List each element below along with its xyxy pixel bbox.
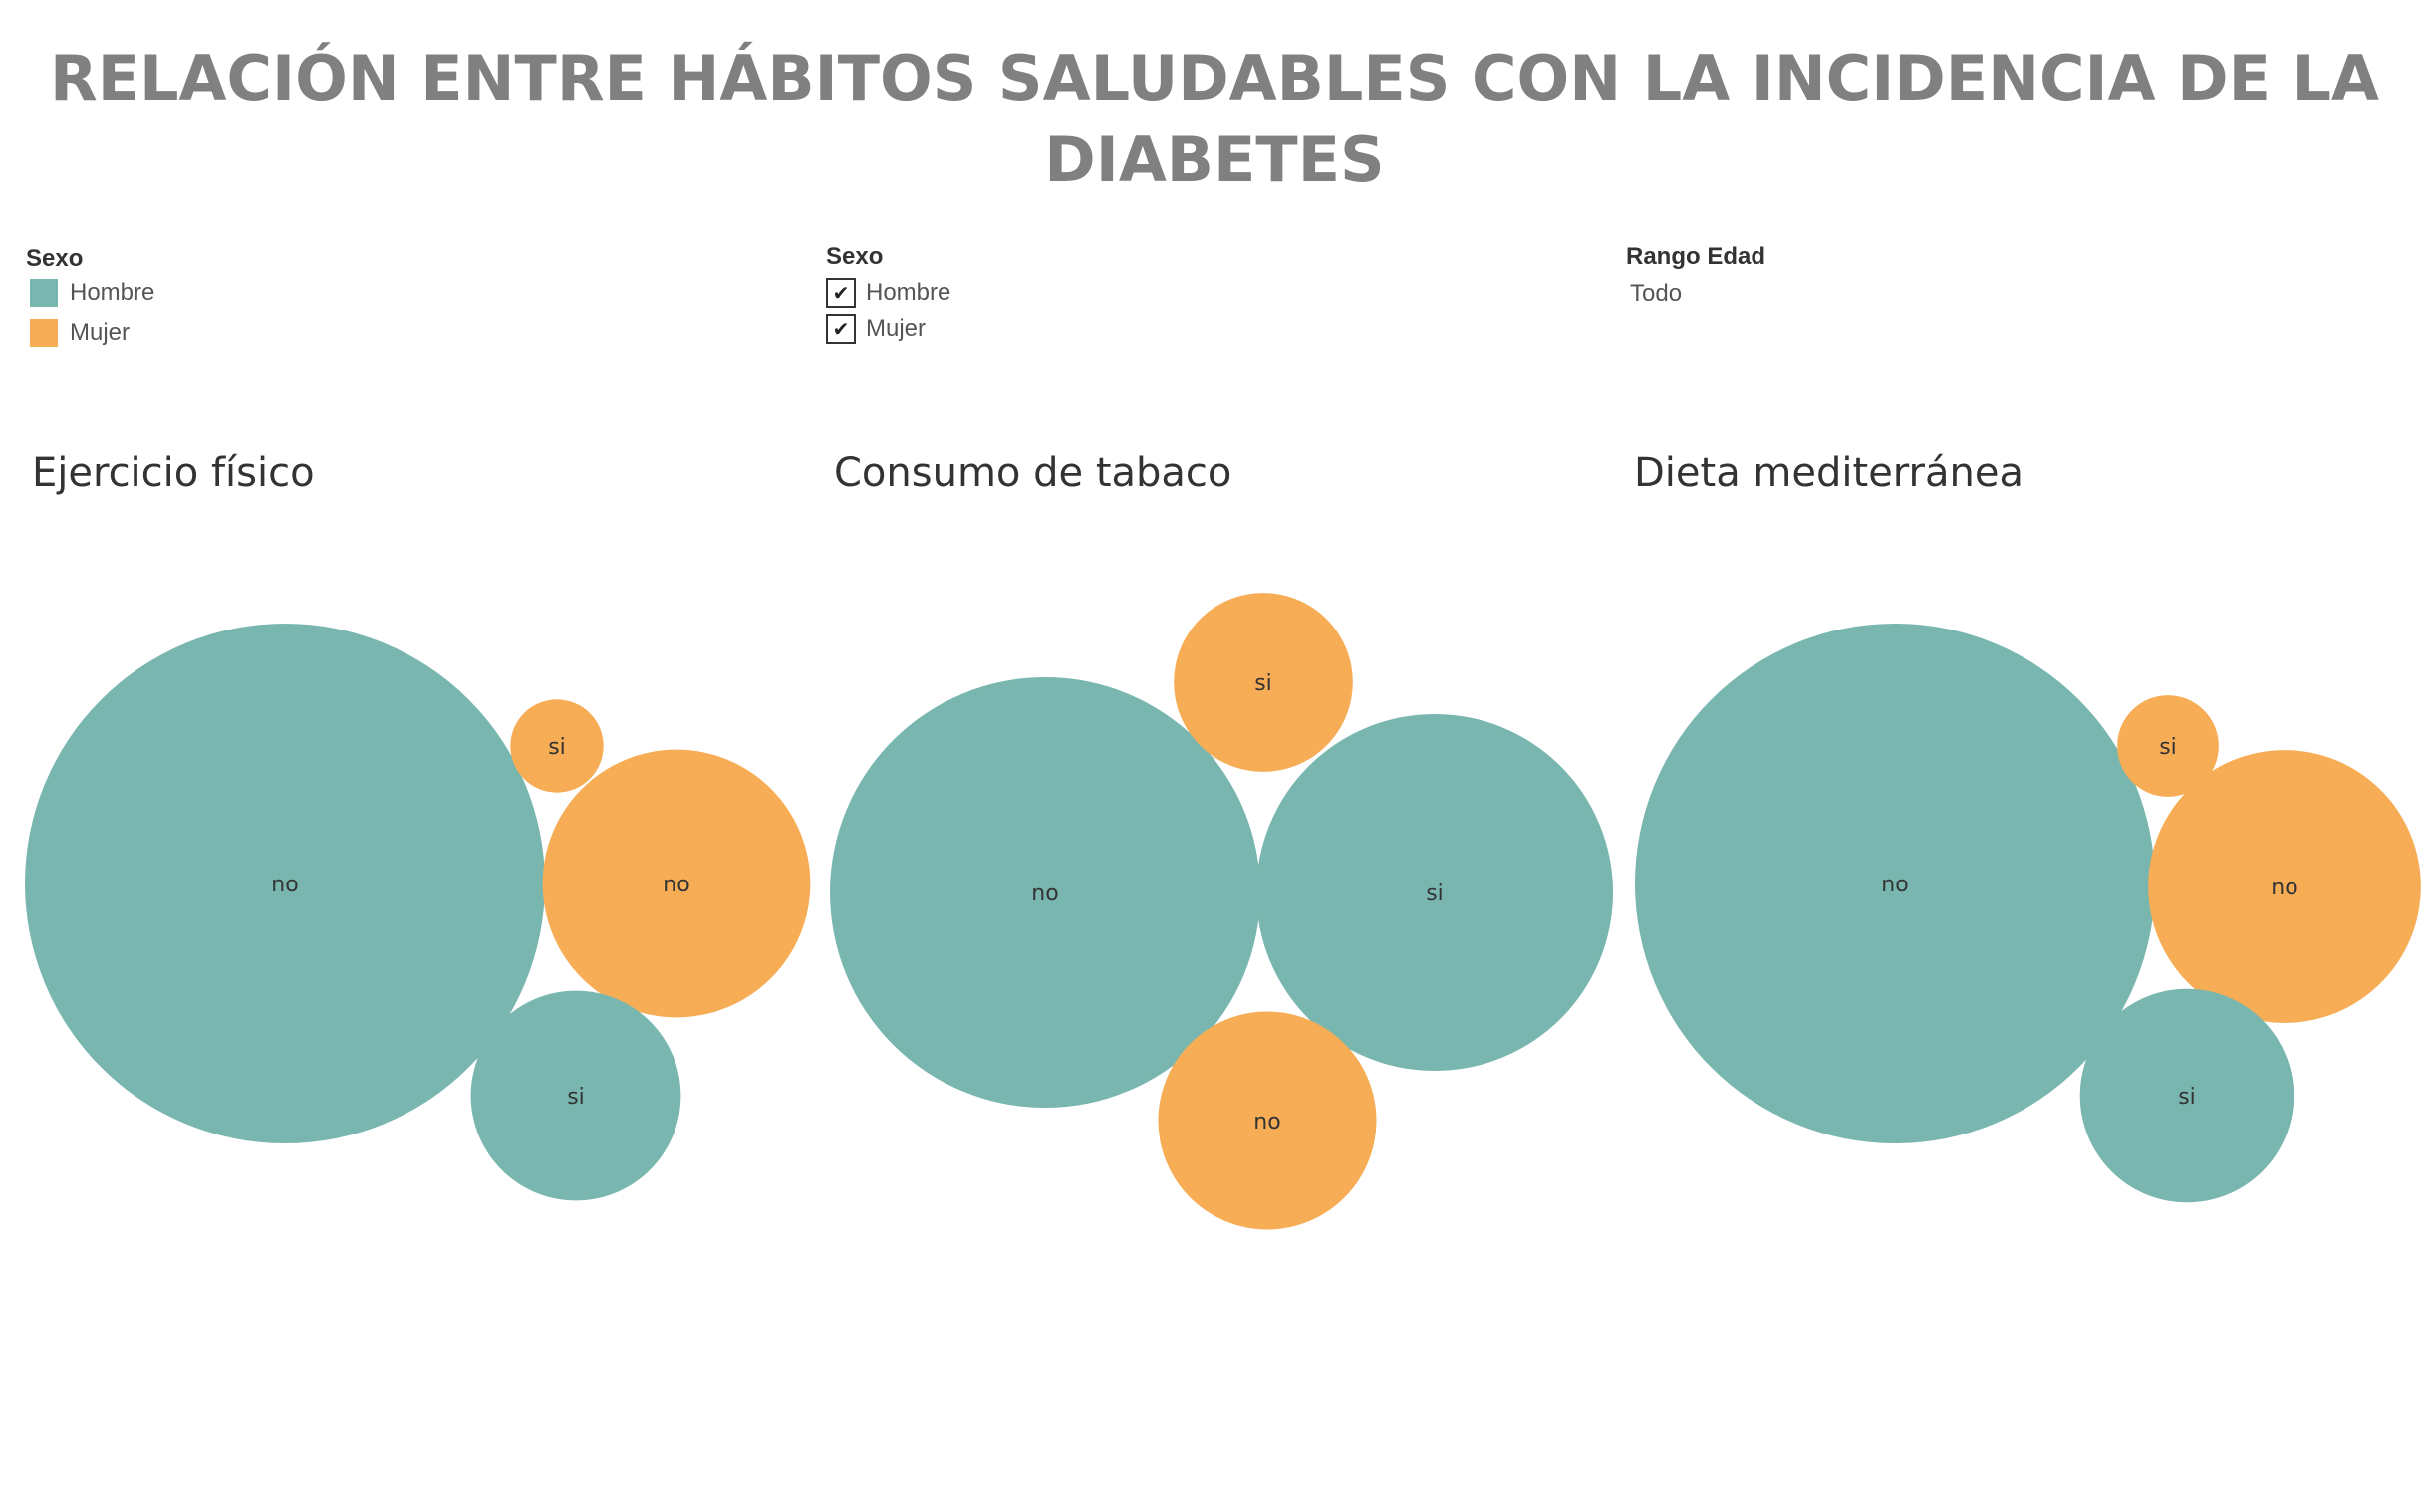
color-legend-item-hombre[interactable]: Hombre: [30, 279, 154, 307]
bubble-label: no: [663, 873, 689, 897]
dashboard-title: RELACIÓN ENTRE HÁBITOS SALUDABLES CON LA…: [0, 38, 2429, 201]
bubble-mujer-si[interactable]: [1174, 593, 1353, 772]
color-legend-title: Sexo: [26, 245, 84, 272]
bubble-hombre-si[interactable]: [1255, 713, 1614, 1072]
legend-label-hombre: Hombre: [70, 279, 155, 306]
sexo-filter-option-hombre[interactable]: ✔ Hombre: [826, 278, 950, 308]
legend-label-mujer: Mujer: [70, 319, 131, 346]
bubble-label: si: [548, 735, 566, 760]
chart-title-ejercicio: Ejercicio físico: [32, 450, 315, 496]
bubble-label: si: [567, 1085, 585, 1110]
color-legend-item-mujer[interactable]: Mujer: [30, 319, 130, 347]
bubble-label: no: [2271, 876, 2297, 900]
bubble-mujer-no[interactable]: [2148, 750, 2421, 1023]
checkbox-mujer[interactable]: ✔: [826, 314, 856, 344]
bubble-label: si: [2159, 735, 2177, 760]
bubble-hombre-no[interactable]: [25, 624, 545, 1143]
bubble-chart-1: no no si si: [25, 624, 811, 1201]
checkmark-icon: ✔: [832, 282, 850, 305]
hombre-swatch-icon: [30, 279, 58, 307]
bubble-hombre-si[interactable]: [2079, 988, 2294, 1203]
edad-filter-value[interactable]: Todo: [1630, 280, 1683, 307]
bubble-label: si: [1426, 882, 1444, 906]
chart-title-dieta: Dieta mediterránea: [1634, 450, 2024, 496]
bubble-mujer-no[interactable]: [542, 749, 811, 1018]
bubble-chart-2: no si no si: [830, 593, 1614, 1230]
sexo-filter-option-mujer[interactable]: ✔ Mujer: [826, 314, 926, 344]
bubble-chart-3: no no si si: [1635, 624, 2421, 1203]
edad-filter-title: Rango Edad: [1626, 243, 1766, 270]
bubble-hombre-si[interactable]: [470, 990, 681, 1201]
bubble-label: si: [1254, 671, 1272, 696]
checkmark-icon: ✔: [832, 318, 850, 341]
mujer-swatch-icon: [30, 319, 58, 347]
bubble-mujer-si[interactable]: [510, 699, 604, 793]
filter-label-mujer: Mujer: [866, 315, 927, 342]
bubble-mujer-si[interactable]: [2117, 695, 2219, 797]
bubble-mujer-no[interactable]: [1158, 1011, 1377, 1230]
bubble-label: si: [2178, 1085, 2196, 1110]
bubble-hombre-no[interactable]: [1635, 624, 2155, 1143]
sexo-filter-title: Sexo: [826, 243, 884, 270]
bubble-hombre-no[interactable]: [830, 677, 1260, 1108]
bubble-label: no: [1253, 1110, 1280, 1134]
bubble-label: no: [1881, 873, 1908, 897]
bubble-label: no: [271, 873, 298, 897]
dashboard-title-line-1: RELACIÓN ENTRE HÁBITOS SALUDABLES CON LA…: [49, 42, 2380, 115]
dashboard-title-line-2: DIABETES: [1044, 124, 1385, 196]
filter-label-hombre: Hombre: [866, 279, 951, 306]
bubble-label: no: [1031, 882, 1058, 906]
chart-title-tabaco: Consumo de tabaco: [834, 450, 1232, 496]
checkbox-hombre[interactable]: ✔: [826, 278, 856, 308]
